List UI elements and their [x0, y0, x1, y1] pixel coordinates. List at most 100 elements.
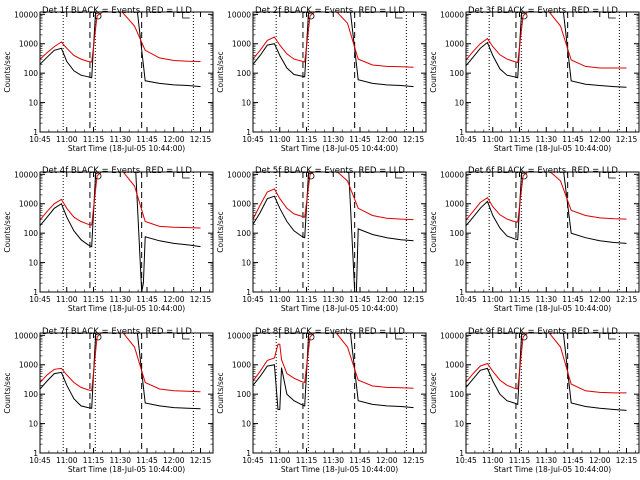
x-tick-label: 12:15 [190, 135, 212, 144]
marker-circle [307, 172, 315, 180]
x-tick-label: 11:30 [109, 135, 131, 144]
y-tick-label: 1 [459, 128, 464, 137]
chart-title: Det 9f BLACK = Events, RED = LLD [468, 327, 618, 337]
y-tick-label: 1000 [445, 361, 464, 370]
x-tick-label: 10:45 [455, 295, 477, 304]
x-axis-label: Start Time (18-Jul-05 10:44:00) [68, 304, 185, 313]
x-tick-label: 12:15 [190, 456, 212, 465]
x-axis-label: Start Time (18-Jul-05 10:44:00) [68, 144, 185, 153]
x-tick-label: 10:45 [242, 135, 264, 144]
series-lld [466, 12, 627, 69]
x-tick-label: 11:45 [349, 456, 371, 465]
series-events [466, 12, 627, 88]
y-tick-label: 1000 [19, 200, 38, 209]
marker-bracket [395, 173, 403, 179]
y-tick-label: 1 [246, 128, 251, 137]
x-tick-label: 11:00 [269, 456, 291, 465]
x-tick-label: 11:30 [535, 456, 557, 465]
x-tick-label: 11:45 [562, 295, 584, 304]
y-tick-label: 10000 [227, 331, 251, 340]
x-tick-label: 11:45 [349, 295, 371, 304]
x-tick-label: 11:45 [136, 295, 158, 304]
x-tick-label: 11:15 [83, 135, 105, 144]
x-tick-label: 11:15 [509, 295, 531, 304]
y-tick-label: 10 [241, 259, 251, 268]
x-tick-label: 10:45 [242, 295, 264, 304]
marker-bracket [608, 13, 616, 19]
y-tick-label: 10000 [14, 331, 38, 340]
x-tick-label: 12:00 [589, 295, 611, 304]
chart-panel-2: Det 2f BLACK = Events, RED = LLD 1 10 100 10… [216, 6, 427, 153]
x-tick-label: 11:15 [509, 135, 531, 144]
x-axis-label: Start Time (18-Jul-05 10:44:00) [281, 465, 398, 474]
marker-circle [94, 172, 102, 180]
marker-circle [520, 12, 528, 20]
marker-bracket [182, 334, 190, 340]
x-tick-label: 11:00 [56, 135, 78, 144]
series-events [40, 12, 201, 88]
x-tick-label: 11:30 [322, 135, 344, 144]
chart-panel-6: Det 6f BLACK = Events, RED = LLD 1 10 100 10… [429, 166, 640, 313]
y-tick-label: 10000 [14, 170, 38, 179]
series-lld [40, 333, 201, 393]
marker-bracket [395, 13, 403, 19]
x-tick-label: 10:45 [455, 456, 477, 465]
y-tick-label: 100 [237, 229, 252, 238]
y-tick-label: 10000 [440, 331, 464, 340]
y-tick-label: 100 [24, 390, 39, 399]
series-lld [466, 172, 627, 223]
y-tick-label: 10 [28, 420, 38, 429]
chart-panel-7: Det 7f BLACK = Events, RED = LLD 1 10 100 10… [3, 327, 214, 474]
y-tick-label: 1 [459, 288, 464, 297]
x-tick-label: 11:15 [296, 456, 318, 465]
x-tick-label: 11:45 [136, 456, 158, 465]
x-tick-label: 12:00 [163, 135, 185, 144]
series-events [253, 172, 414, 292]
x-tick-label: 11:45 [349, 135, 371, 144]
x-tick-label: 12:15 [616, 456, 638, 465]
plot-frame [39, 332, 214, 454]
y-tick-label: 10 [241, 99, 251, 108]
y-tick-label: 10 [454, 259, 464, 268]
x-tick-label: 12:15 [190, 295, 212, 304]
y-tick-label: 10000 [227, 10, 251, 19]
marker-bracket [182, 13, 190, 19]
y-tick-label: 10 [454, 99, 464, 108]
y-axis-label: Counts/sec [429, 211, 438, 252]
marker-bracket [395, 334, 403, 340]
y-tick-label: 1000 [232, 40, 251, 49]
x-tick-label: 11:00 [482, 456, 504, 465]
x-tick-label: 12:00 [589, 135, 611, 144]
series-events [40, 333, 201, 410]
y-tick-label: 100 [450, 229, 465, 238]
x-tick-label: 11:00 [269, 135, 291, 144]
x-tick-label: 11:30 [535, 135, 557, 144]
x-tick-label: 11:15 [296, 135, 318, 144]
y-tick-label: 1000 [232, 200, 251, 209]
y-tick-label: 1000 [445, 200, 464, 209]
y-tick-label: 100 [24, 229, 39, 238]
series-events [253, 12, 414, 88]
x-axis-label: Start Time (18-Jul-05 10:44:00) [281, 304, 398, 313]
x-tick-label: 11:00 [56, 456, 78, 465]
series-lld [40, 12, 201, 63]
y-axis-label: Counts/sec [216, 372, 225, 413]
marker-bracket [608, 173, 616, 179]
marker-circle [520, 333, 528, 341]
y-axis-label: Counts/sec [216, 211, 225, 252]
y-tick-label: 10000 [227, 170, 251, 179]
chart-title: Det 7f BLACK = Events, RED = LLD [42, 327, 192, 337]
x-tick-label: 11:45 [562, 135, 584, 144]
chart-title: Det 6f BLACK = Events, RED = LLD [468, 166, 618, 176]
y-tick-label: 10000 [14, 10, 38, 19]
chart-title: Det 3f BLACK = Events, RED = LLD [468, 6, 618, 16]
x-tick-label: 12:15 [616, 135, 638, 144]
x-tick-label: 10:45 [29, 295, 51, 304]
x-tick-label: 11:45 [562, 456, 584, 465]
plot-frame [252, 171, 427, 293]
x-tick-label: 10:45 [29, 135, 51, 144]
x-tick-label: 10:45 [29, 456, 51, 465]
x-axis-label: Start Time (18-Jul-05 10:44:00) [494, 144, 611, 153]
x-tick-label: 12:00 [163, 295, 185, 304]
y-tick-label: 1000 [19, 40, 38, 49]
